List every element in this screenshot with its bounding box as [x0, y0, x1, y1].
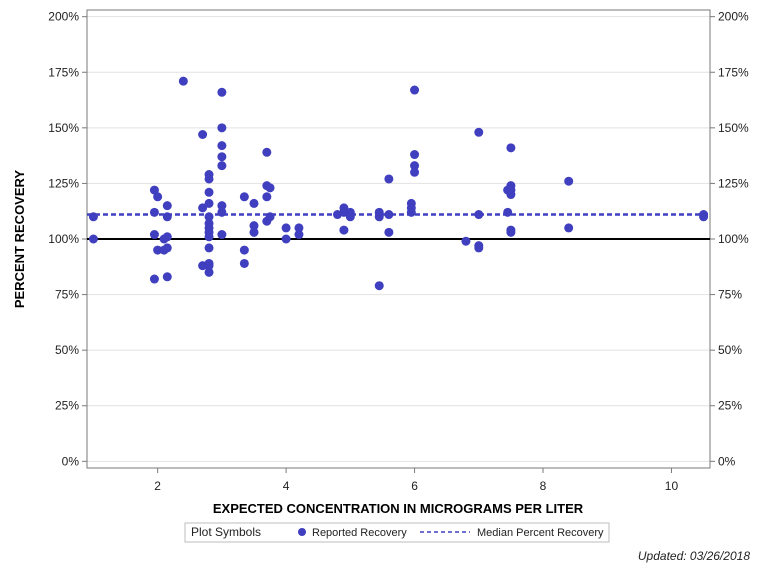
data-point: [239, 245, 249, 255]
y-tick-label-right: 50%: [718, 343, 742, 357]
data-point: [217, 152, 227, 162]
data-point: [217, 201, 227, 211]
legend-item-reported: Reported Recovery: [312, 527, 407, 539]
data-point: [410, 85, 420, 95]
y-axis-left: 0% 25% 50% 75% 100% 125% 150% 175% 200%: [48, 10, 87, 468]
x-tick-label: 10: [665, 479, 679, 493]
x-tick-label: 4: [283, 479, 290, 493]
legend-title: Plot Symbols: [191, 525, 261, 539]
data-point: [217, 230, 227, 240]
data-point: [474, 243, 484, 253]
y-tick-label-left: 125%: [48, 176, 79, 190]
y-tick-label-left: 0%: [62, 454, 80, 468]
legend-box: [184, 522, 610, 543]
y-tick-label-right: 25%: [718, 399, 742, 413]
y-tick-label-left: 25%: [55, 399, 79, 413]
data-point: [384, 210, 394, 220]
y-tick-label-right: 100%: [718, 232, 749, 246]
data-point: [564, 223, 574, 233]
data-point: [249, 198, 259, 208]
y-tick-label-right: 150%: [718, 121, 749, 135]
x-tick-label: 8: [540, 479, 547, 493]
data-point: [262, 147, 272, 157]
data-point: [294, 223, 304, 233]
data-point: [239, 192, 249, 202]
x-axis: 2 4 6 8 10: [154, 468, 678, 493]
data-point: [410, 161, 420, 171]
data-point: [204, 198, 214, 208]
data-point: [198, 203, 208, 213]
data-point: [249, 221, 259, 231]
y-axis-right: 0% 25% 50% 75% 100% 125% 150% 175% 200%: [710, 10, 749, 468]
data-point: [384, 227, 394, 237]
data-point: [162, 232, 172, 242]
data-point: [162, 243, 172, 253]
data-point: [374, 281, 384, 291]
data-point: [249, 227, 259, 237]
data-point: [281, 223, 291, 233]
x-tick-label: 6: [411, 479, 418, 493]
data-point: [204, 174, 214, 184]
y-axis-title: PERCENT RECOVERY: [12, 170, 27, 309]
data-points: [88, 76, 709, 291]
data-point: [198, 130, 208, 140]
data-point: [262, 192, 272, 202]
y-tick-label-right: 125%: [718, 176, 749, 190]
x-tick-label: 2: [154, 479, 161, 493]
data-point: [474, 210, 484, 220]
data-point: [153, 245, 163, 255]
data-point: [239, 258, 249, 268]
data-point: [217, 161, 227, 171]
y-tick-label-left: 175%: [48, 65, 79, 79]
data-point: [204, 243, 214, 253]
data-point: [204, 187, 214, 197]
y-tick-label-left: 150%: [48, 121, 79, 135]
data-point: [217, 87, 227, 97]
data-point: [506, 225, 516, 235]
y-tick-label-right: 0%: [718, 454, 736, 468]
data-point: [265, 183, 275, 193]
data-point: [564, 176, 574, 186]
data-point: [410, 167, 420, 177]
data-point: [384, 174, 394, 184]
legend: Plot Symbols Reported Recovery Median Pe…: [184, 522, 610, 543]
data-point: [149, 274, 159, 284]
data-point: [461, 236, 471, 246]
data-point: [204, 232, 214, 242]
data-point: [506, 143, 516, 153]
y-tick-label-left: 200%: [48, 10, 79, 24]
data-point: [506, 190, 516, 200]
y-tick-label-left: 75%: [55, 288, 79, 302]
data-point: [162, 272, 172, 282]
legend-item-median: Median Percent Recovery: [477, 527, 604, 539]
data-point: [204, 261, 214, 271]
y-tick-label-left: 100%: [48, 232, 79, 246]
data-point: [178, 76, 188, 86]
data-point: [217, 123, 227, 133]
data-point: [149, 230, 159, 240]
x-axis-title: EXPECTED CONCENTRATION IN MICROGRAMS PER…: [213, 501, 584, 516]
data-point: [149, 185, 159, 195]
data-point: [294, 230, 304, 240]
data-point: [153, 192, 163, 202]
updated-date: Updated: 03/26/2018: [638, 549, 750, 563]
data-point: [217, 141, 227, 151]
data-point: [474, 127, 484, 137]
y-tick-label-left: 50%: [55, 343, 79, 357]
data-point: [410, 150, 420, 160]
y-tick-label-right: 175%: [718, 65, 749, 79]
data-point: [88, 234, 98, 244]
y-tick-label-right: 200%: [718, 10, 749, 24]
data-point: [162, 201, 172, 211]
data-point: [204, 267, 214, 277]
y-tick-label-right: 75%: [718, 288, 742, 302]
legend-marker-reported: [298, 528, 306, 536]
data-point: [339, 225, 349, 235]
data-point: [281, 234, 291, 244]
